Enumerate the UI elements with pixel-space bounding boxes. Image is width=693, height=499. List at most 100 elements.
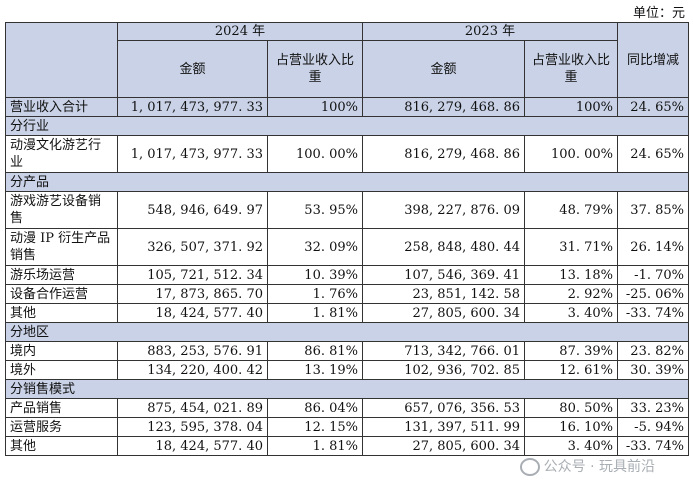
- share-2023: 12. 61%: [524, 360, 618, 380]
- section-label: 分产品: [5, 172, 689, 192]
- amount-2023: 657, 076, 356. 53: [362, 398, 525, 418]
- revenue-table: 2024 年 2023 年 同比增减 金额 占营业收入比重 金额 占营业收入比重…: [5, 22, 689, 456]
- table-row: 产品销售 875, 454, 021. 89 86. 04% 657, 076, 35…: [5, 398, 689, 418]
- header-row-years: 2024 年 2023 年 同比增减: [5, 22, 689, 98]
- share-2024: 12. 15%: [267, 417, 363, 437]
- header-row-fields: 金额 占营业收入比重 金额 占营业收入比重: [6, 40, 689, 98]
- header-amount-2023: 金额: [362, 40, 525, 98]
- table-row: 运营服务 123, 595, 378. 04 12. 15% 131, 397, 51…: [5, 417, 689, 437]
- yoy-change: 26. 14%: [617, 228, 689, 266]
- share-2023: 13. 18%: [524, 265, 618, 285]
- share-2024: 10. 39%: [267, 265, 363, 285]
- table-row: 游戏游艺设备销售 548, 946, 649. 97 53. 95% 398, 227…: [5, 191, 689, 229]
- amount-2024: 123, 595, 378. 04: [117, 417, 268, 437]
- yoy-change: -33. 74%: [617, 303, 689, 323]
- share-2023: 100%: [524, 97, 618, 117]
- watermark-text: 公众号 · 玩具前沿: [543, 459, 655, 475]
- row-label: 境外: [5, 360, 118, 380]
- amount-2023: 27, 805, 600. 34: [362, 436, 525, 456]
- header-year-2024: 2024 年: [117, 22, 363, 41]
- amount-2023: 102, 936, 702. 85: [362, 360, 525, 380]
- header-amount-2024: 金额: [117, 40, 268, 98]
- watermark: 公众号 · 玩具前沿: [519, 456, 655, 476]
- row-label: 产品销售: [5, 398, 118, 418]
- amount-2023: 398, 227, 876. 09: [362, 191, 525, 229]
- unit-label: 单位：元: [632, 6, 685, 21]
- amount-2023: 713, 342, 766. 01: [362, 341, 525, 361]
- share-2024: 1. 81%: [267, 436, 363, 456]
- amount-2024: 105, 721, 512. 34: [117, 265, 268, 285]
- table-row: 设备合作运营 17, 873, 865. 70 1. 76% 23, 851, 142…: [5, 284, 689, 304]
- share-2023: 48. 79%: [524, 191, 618, 229]
- total-row: 营业收入合计 1, 017, 473, 977. 33 100% 816, 279, …: [5, 97, 689, 117]
- share-2023: 80. 50%: [524, 398, 618, 418]
- row-label: 其他: [5, 436, 118, 456]
- yoy-change: 37. 85%: [617, 191, 689, 229]
- yoy-change: 23. 82%: [617, 341, 689, 361]
- yoy-change: 24. 65%: [617, 135, 689, 173]
- header-category: [5, 22, 118, 98]
- share-2023: 100. 00%: [524, 135, 618, 173]
- amount-2024: 134, 220, 400. 42: [117, 360, 268, 380]
- table-row: 其他 18, 424, 577. 40 1. 81% 27, 805, 600. 34…: [5, 303, 689, 323]
- amount-2023: 258, 848, 480. 44: [362, 228, 525, 266]
- share-2024: 1. 76%: [267, 284, 363, 304]
- row-label: 设备合作运营: [5, 284, 118, 304]
- amount-2024: 326, 507, 371. 92: [117, 228, 268, 266]
- row-label: 游戏游艺设备销售: [5, 191, 118, 229]
- section-row: 分销售模式: [5, 379, 689, 399]
- row-label: 运营服务: [5, 417, 118, 437]
- header-share-2023: 占营业收入比重: [524, 40, 618, 98]
- amount-2024: 875, 454, 021. 89: [117, 398, 268, 418]
- share-2023: 31. 71%: [524, 228, 618, 266]
- share-2023: 2. 92%: [524, 284, 618, 304]
- amount-2024: 548, 946, 649. 97: [117, 191, 268, 229]
- table-row: 游乐场运营 105, 721, 512. 34 10. 39% 107, 546, 3…: [5, 265, 689, 285]
- section-row: 分行业: [5, 116, 689, 136]
- share-2023: 87. 39%: [524, 341, 618, 361]
- section-label: 分行业: [5, 116, 689, 136]
- header-share-2024: 占营业收入比重: [267, 40, 363, 98]
- share-2024: 100. 00%: [267, 135, 363, 173]
- table-row: 境外 134, 220, 400. 42 13. 19% 102, 936, 702.…: [5, 360, 689, 380]
- amount-2023: 131, 397, 511. 99: [362, 417, 525, 437]
- row-label: 营业收入合计: [5, 97, 118, 117]
- yoy-change: 30. 39%: [617, 360, 689, 380]
- amount-2023: 816, 279, 468. 86: [362, 135, 525, 173]
- row-label: 游乐场运营: [5, 265, 118, 285]
- share-2024: 32. 09%: [267, 228, 363, 266]
- row-label: 动漫文化游艺行业: [5, 135, 118, 173]
- yoy-change: -25. 06%: [617, 284, 689, 304]
- table-row: 境内 883, 253, 576. 91 86. 81% 713, 342, 766.…: [5, 341, 689, 361]
- wechat-icon: [519, 458, 540, 476]
- table-row: 其他 18, 424, 577. 40 1. 81% 27, 805, 600. 34…: [5, 436, 689, 456]
- share-2024: 1. 81%: [267, 303, 363, 323]
- section-row: 分地区: [5, 322, 689, 342]
- amount-2023: 107, 546, 369. 41: [362, 265, 525, 285]
- yoy-change: 33. 23%: [617, 398, 689, 418]
- share-2023: 3. 40%: [524, 303, 618, 323]
- section-label: 分地区: [5, 322, 689, 342]
- amount-2023: 816, 279, 468. 86: [362, 97, 525, 117]
- table-row: 动漫 IP 衍生产品销售 326, 507, 371. 92 32. 09% 258,…: [5, 228, 689, 266]
- amount-2024: 18, 424, 577. 40: [117, 303, 268, 323]
- row-label: 境内: [5, 341, 118, 361]
- yoy-change: 24. 65%: [617, 97, 689, 117]
- section-label: 分销售模式: [5, 379, 689, 399]
- section-row: 分产品: [5, 172, 689, 192]
- share-2024: 13. 19%: [267, 360, 363, 380]
- header-year-2023: 2023 年: [362, 22, 618, 41]
- row-label: 动漫 IP 衍生产品销售: [5, 228, 118, 266]
- table-row: 动漫文化游艺行业 1, 017, 473, 977. 33 100. 00% 816,…: [5, 135, 689, 173]
- share-2023: 3. 40%: [524, 436, 618, 456]
- share-2024: 100%: [267, 97, 363, 117]
- yoy-change: -5. 94%: [617, 417, 689, 437]
- share-2024: 53. 95%: [267, 191, 363, 229]
- share-2024: 86. 81%: [267, 341, 363, 361]
- amount-2024: 17, 873, 865. 70: [117, 284, 268, 304]
- share-2024: 86. 04%: [267, 398, 363, 418]
- header-yoy: 同比增减: [617, 22, 689, 98]
- row-label: 其他: [5, 303, 118, 323]
- yoy-change: -33. 74%: [617, 436, 689, 456]
- amount-2024: 883, 253, 576. 91: [117, 341, 268, 361]
